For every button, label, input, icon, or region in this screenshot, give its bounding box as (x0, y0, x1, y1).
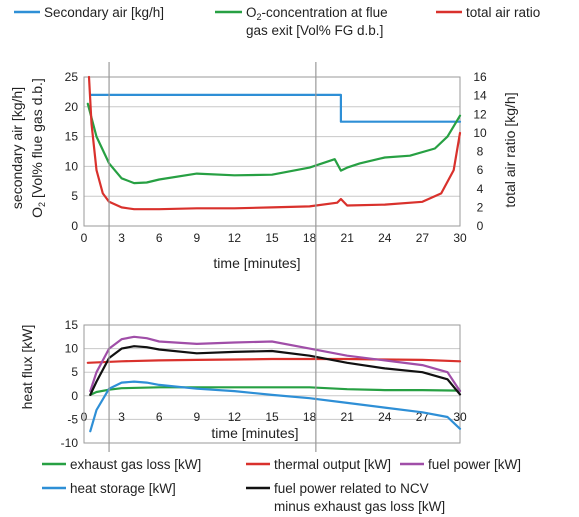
bottom-frame (83, 324, 461, 444)
marker-lines (108, 62, 317, 452)
legend-label-fuel-power-ncv-line1: fuel power related to NCV (274, 481, 429, 496)
top-x-tick-21: 21 (341, 231, 355, 245)
top-series-total-air-ratio (87, 75, 462, 211)
top-x-tick-0: 0 (81, 231, 88, 245)
top-frame (83, 76, 461, 227)
legend-label-air-ratio: total air ratio (466, 5, 540, 20)
bottom-x-axis-title: time [minutes] (211, 425, 298, 441)
legend-label-o2-line2: gas exit [Vol% FG d.b.] (246, 23, 383, 38)
top-y-tick-0: 0 (71, 219, 78, 233)
top-x-tick-30: 30 (453, 231, 467, 245)
legend-label-exhaust-gas-loss: exhaust gas loss [kW] (70, 457, 201, 472)
top-y-tick-20: 20 (65, 100, 79, 114)
top-y-right-tick-16: 16 (473, 70, 487, 84)
bottom-legend: exhaust gas loss [kW] thermal output [kW… (42, 457, 521, 514)
top-y-right-tick-0: 0 (477, 219, 484, 233)
top-legend: Secondary air [kg/h] O2-concentration at… (14, 5, 540, 38)
bottom-series-fuel-power-kw (89, 335, 462, 393)
top-x-tick-12: 12 (228, 231, 242, 245)
top-y-right-tick-2: 2 (477, 200, 484, 214)
top-x-tick-6: 6 (156, 231, 163, 245)
bottom-y-tick-10: 10 (65, 342, 79, 356)
top-x-tick-9: 9 (193, 231, 200, 245)
legend-label-o2-line1: O2-concentration at flue (246, 5, 388, 22)
bottom-x-tick-18: 18 (303, 410, 317, 424)
bottom-x-tick-9: 9 (193, 410, 200, 424)
bottom-y-tick-0: 0 (71, 389, 78, 403)
bottom-x-tick-15: 15 (265, 410, 279, 424)
top-x-tick-27: 27 (416, 231, 430, 245)
bottom-series-fuel-power-related-to-ncv-minus-exhaust-gas-loss-kw (89, 345, 462, 396)
bottom-x-tick-24: 24 (378, 410, 392, 424)
top-series-o-concentration-at-flue-gas-exit-vol-fg-d-b (86, 102, 462, 185)
top-y-axis-title-1: secondary air [kg/h] (9, 87, 25, 209)
bottom-y-tick-10: -10 (61, 436, 79, 450)
top-y-right-tick-4: 4 (477, 182, 484, 196)
bottom-y-tick-5: -5 (67, 412, 78, 426)
bottom-series-thermal-output-kw (86, 357, 462, 364)
bottom-x-tick-12: 12 (228, 410, 242, 424)
top-y-right-tick-10: 10 (473, 126, 487, 140)
bottom-y-axis-title: heat flux [kW] (19, 325, 35, 410)
legend-label-fuel-power-ncv-line2: minus exhaust gas loss [kW] (274, 499, 445, 514)
bottom-series-exhaust-gas-loss-kw (89, 386, 462, 396)
top-y-tick-25: 25 (65, 70, 79, 84)
bottom-y-tick-15: 15 (65, 318, 79, 332)
bottom-x-tick-21: 21 (341, 410, 355, 424)
top-y-axis-title-2: O2 [Vol% flue gas d.b.] (29, 78, 47, 218)
bottom-x-tick-3: 3 (118, 410, 125, 424)
top-x-tick-3: 3 (118, 231, 125, 245)
top-y-tick-5: 5 (71, 189, 78, 203)
legend-label-secondary-air: Secondary air [kg/h] (44, 5, 164, 20)
top-y-right-tick-12: 12 (473, 107, 487, 121)
top-series-secondary-air-kg-h (89, 93, 462, 123)
legend-label-heat-storage: heat storage [kW] (70, 481, 176, 496)
top-x-tick-24: 24 (378, 231, 392, 245)
bottom-series-heat-storage-kw (89, 380, 462, 433)
bottom-y-tick-5: 5 (71, 365, 78, 379)
legend-label-thermal-output: thermal output [kW] (274, 457, 391, 472)
top-x-tick-18: 18 (303, 231, 317, 245)
bottom-x-tick-6: 6 (156, 410, 163, 424)
top-y-right-tick-6: 6 (477, 163, 484, 177)
top-y-tick-15: 15 (65, 130, 79, 144)
top-y-right-tick-8: 8 (477, 145, 484, 159)
top-x-axis-title: time [minutes] (213, 255, 300, 271)
legend-label-fuel-power: fuel power [kW] (428, 457, 521, 472)
top-y-axis-title-right: total air ratio [kg/h] (502, 92, 518, 207)
top-x-tick-15: 15 (265, 231, 279, 245)
top-y-tick-10: 10 (65, 159, 79, 173)
top-y-right-tick-14: 14 (473, 89, 487, 103)
